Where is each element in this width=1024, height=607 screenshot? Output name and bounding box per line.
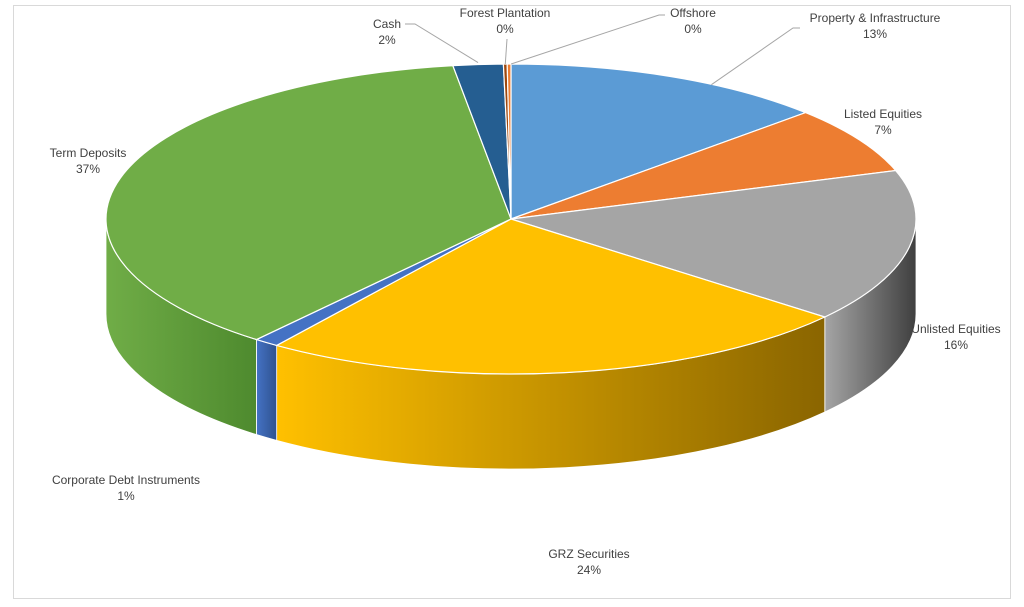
leader-line-property-infrastructure xyxy=(711,27,800,86)
label-forest-plantation: Forest Plantation xyxy=(460,6,551,20)
pct-label-corporate-debt-instruments: 1% xyxy=(117,489,135,503)
data-labels: Property & Infrastructure 13% Listed Equit… xyxy=(50,6,1001,577)
slice-grz-securities[interactable] xyxy=(275,218,827,375)
slice-unlisted-equities[interactable] xyxy=(510,169,917,318)
label-unlisted-equities: Unlisted Equities xyxy=(911,322,1000,336)
pct-label-term-deposits: 37% xyxy=(76,162,100,176)
label-listed-equities: Listed Equities xyxy=(844,107,922,121)
pct-label-listed-equities: 7% xyxy=(874,123,892,137)
pct-label-grz-securities: 24% xyxy=(577,563,601,577)
pct-label-offshore: 0% xyxy=(684,22,702,36)
leader-lines xyxy=(405,14,800,86)
label-corporate-debt-instruments: Corporate Debt Instruments xyxy=(52,473,200,487)
slice-term-deposits[interactable] xyxy=(105,64,512,341)
side-wall-corporate-debt-instruments xyxy=(256,339,278,441)
pct-label-property-infrastructure: 13% xyxy=(863,27,887,41)
leader-line-forest-plantation xyxy=(504,38,508,65)
pie-side-walls xyxy=(105,218,917,470)
label-grz-securities: GRZ Securities xyxy=(548,547,629,561)
pct-label-forest-plantation: 0% xyxy=(496,22,514,36)
label-property-infrastructure: Property & Infrastructure xyxy=(810,11,941,25)
leader-line-offshore xyxy=(510,14,665,65)
pct-label-unlisted-equities: 16% xyxy=(944,338,968,352)
pie-slices xyxy=(105,63,917,375)
label-offshore: Offshore xyxy=(670,6,716,20)
slice-offshore[interactable] xyxy=(506,63,512,220)
slice-property-infrastructure[interactable] xyxy=(510,63,808,220)
label-cash: Cash xyxy=(373,17,401,31)
slice-listed-equities[interactable] xyxy=(510,111,897,220)
leader-line-cash xyxy=(405,23,479,63)
pct-label-cash: 2% xyxy=(378,33,396,47)
label-term-deposits: Term Deposits xyxy=(50,146,127,160)
